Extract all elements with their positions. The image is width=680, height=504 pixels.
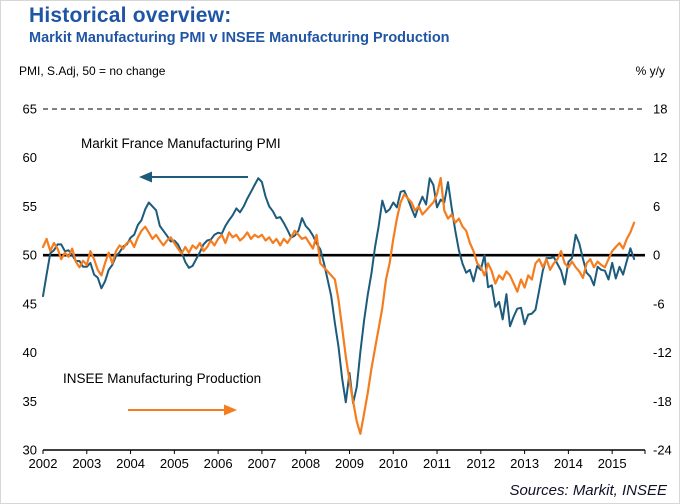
pmi-arrow-icon — [139, 171, 248, 183]
gridlines — [43, 108, 645, 257]
right-axis-tick-label: 18 — [653, 102, 667, 117]
x-axis-year-label: 2014 — [554, 456, 583, 471]
x-axis-year-label: 2006 — [204, 456, 233, 471]
right-axis-tick-label: -12 — [653, 345, 672, 360]
right-axis-tick-label: -6 — [653, 296, 665, 311]
x-axis-year-label: 2010 — [379, 456, 408, 471]
page-title: Historical overview: — [29, 4, 232, 27]
left-axis-tick-label: 50 — [23, 248, 37, 263]
insee-line — [41, 176, 636, 435]
left-axis-note: PMI, S.Adj, 50 = no change — [19, 64, 166, 78]
insee-arrow-icon — [128, 404, 237, 416]
right-axis-tick-label: 0 — [653, 248, 660, 263]
left-axis-tick-label: 30 — [23, 443, 37, 458]
sources-credit: Sources: Markit, INSEE — [509, 482, 667, 499]
x-axis-year-label: 2013 — [510, 456, 539, 471]
left-axis-tick-label: 35 — [23, 394, 37, 409]
left-axis-tick-label: 65 — [23, 102, 37, 117]
x-axis-year-label: 2011 — [423, 456, 451, 471]
page-subtitle: Markit Manufacturing PMI v INSEE Manufac… — [29, 30, 450, 46]
x-axis-year-label: 2015 — [598, 456, 627, 471]
pmi-annotation-label: Markit France Manufacturing PMI — [81, 136, 281, 151]
x-axis-year-label: 2002 — [29, 456, 58, 471]
right-axis-note: % y/y — [635, 64, 665, 78]
axes — [42, 449, 646, 454]
x-axis-year-label: 2009 — [335, 456, 364, 471]
left-axis-tick-label: 60 — [23, 150, 37, 165]
insee-annotation-label: INSEE Manufacturing Production — [63, 371, 261, 386]
right-axis-tick-label: -18 — [653, 394, 672, 409]
left-axis-tick-label: 45 — [23, 296, 37, 311]
x-axis-year-label: 2003 — [72, 456, 101, 471]
right-axis-tick-label: -24 — [653, 443, 672, 458]
x-axis-year-label: 2004 — [116, 456, 145, 471]
x-axis-year-label: 2012 — [466, 456, 495, 471]
left-axis-tick-label: 55 — [23, 199, 37, 214]
x-axis-year-label: 2008 — [291, 456, 320, 471]
pmi-line — [42, 177, 636, 405]
x-axis-year-label: 2007 — [247, 456, 276, 471]
left-axis-tick-label: 40 — [23, 345, 37, 360]
x-axis-year-label: 2005 — [160, 456, 189, 471]
right-axis-tick-label: 6 — [653, 199, 660, 214]
right-axis-tick-label: 12 — [653, 150, 667, 165]
